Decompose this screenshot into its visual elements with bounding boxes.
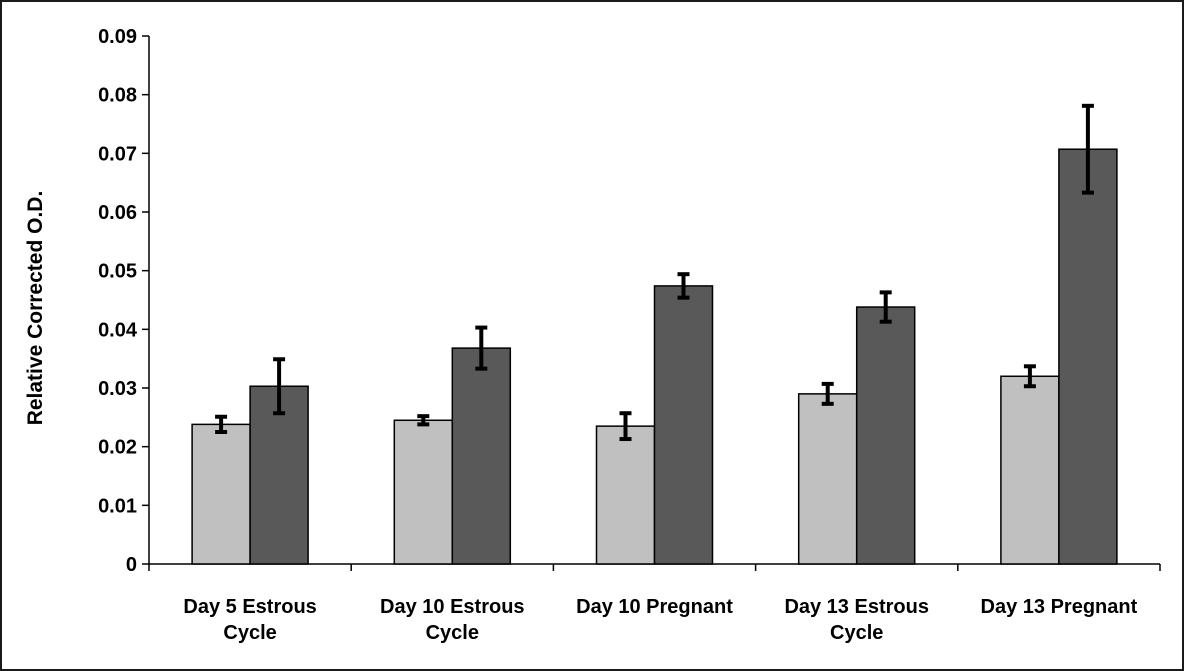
x-category-label: Day 10 Pregnant xyxy=(576,596,733,618)
y-tick-label: 0.07 xyxy=(98,143,137,165)
x-category-label-line: Cycle xyxy=(426,622,479,644)
bar xyxy=(855,306,916,565)
bar xyxy=(1058,148,1118,565)
bars xyxy=(191,148,1118,565)
x-category-label: Day 13 Pregnant xyxy=(981,596,1138,618)
x-category-label-line: Day 13 Estrous xyxy=(784,596,929,618)
y-tick-label: 0.05 xyxy=(98,261,137,283)
bar xyxy=(797,393,858,565)
bar xyxy=(653,285,714,565)
y-tick-label: 0.09 xyxy=(98,26,137,48)
x-category-label-line: Cycle xyxy=(223,622,276,644)
error-bars xyxy=(215,103,1094,442)
x-category-label-line: Cycle xyxy=(830,622,883,644)
y-axis-title: Relative Corrected O.D. xyxy=(24,191,47,426)
bar xyxy=(393,419,454,565)
x-category-label: Day 10 Estrous Cycle xyxy=(380,596,525,644)
bar xyxy=(595,425,656,565)
bar xyxy=(191,423,251,565)
y-axis: 0 0.01 0.02 0.03 0.04 0.05 0.06 0.07 0.08 0.09 xyxy=(98,26,150,576)
x-category-label-line: Day 5 Estrous xyxy=(183,596,316,618)
y-tick-label: 0.06 xyxy=(98,202,137,224)
y-tick-label: 0.01 xyxy=(98,495,137,517)
y-tick-label: 0.08 xyxy=(98,85,137,107)
x-category-label: Day 13 Estrous Cycle xyxy=(784,596,929,644)
x-category-label: Day 5 Estrous Cycle xyxy=(183,596,316,644)
y-tick-label: 0 xyxy=(126,554,137,576)
x-category-label-line: Day 10 Pregnant xyxy=(576,596,733,618)
y-tick-label: 0.03 xyxy=(98,378,137,400)
x-category-label-line: Day 13 Pregnant xyxy=(981,596,1138,618)
x-category-label-line: Day 10 Estrous xyxy=(380,596,525,618)
y-tick-label: 0.02 xyxy=(98,437,137,459)
bar xyxy=(451,347,512,565)
bar xyxy=(1000,375,1060,565)
y-tick-label: 0.04 xyxy=(98,319,138,341)
